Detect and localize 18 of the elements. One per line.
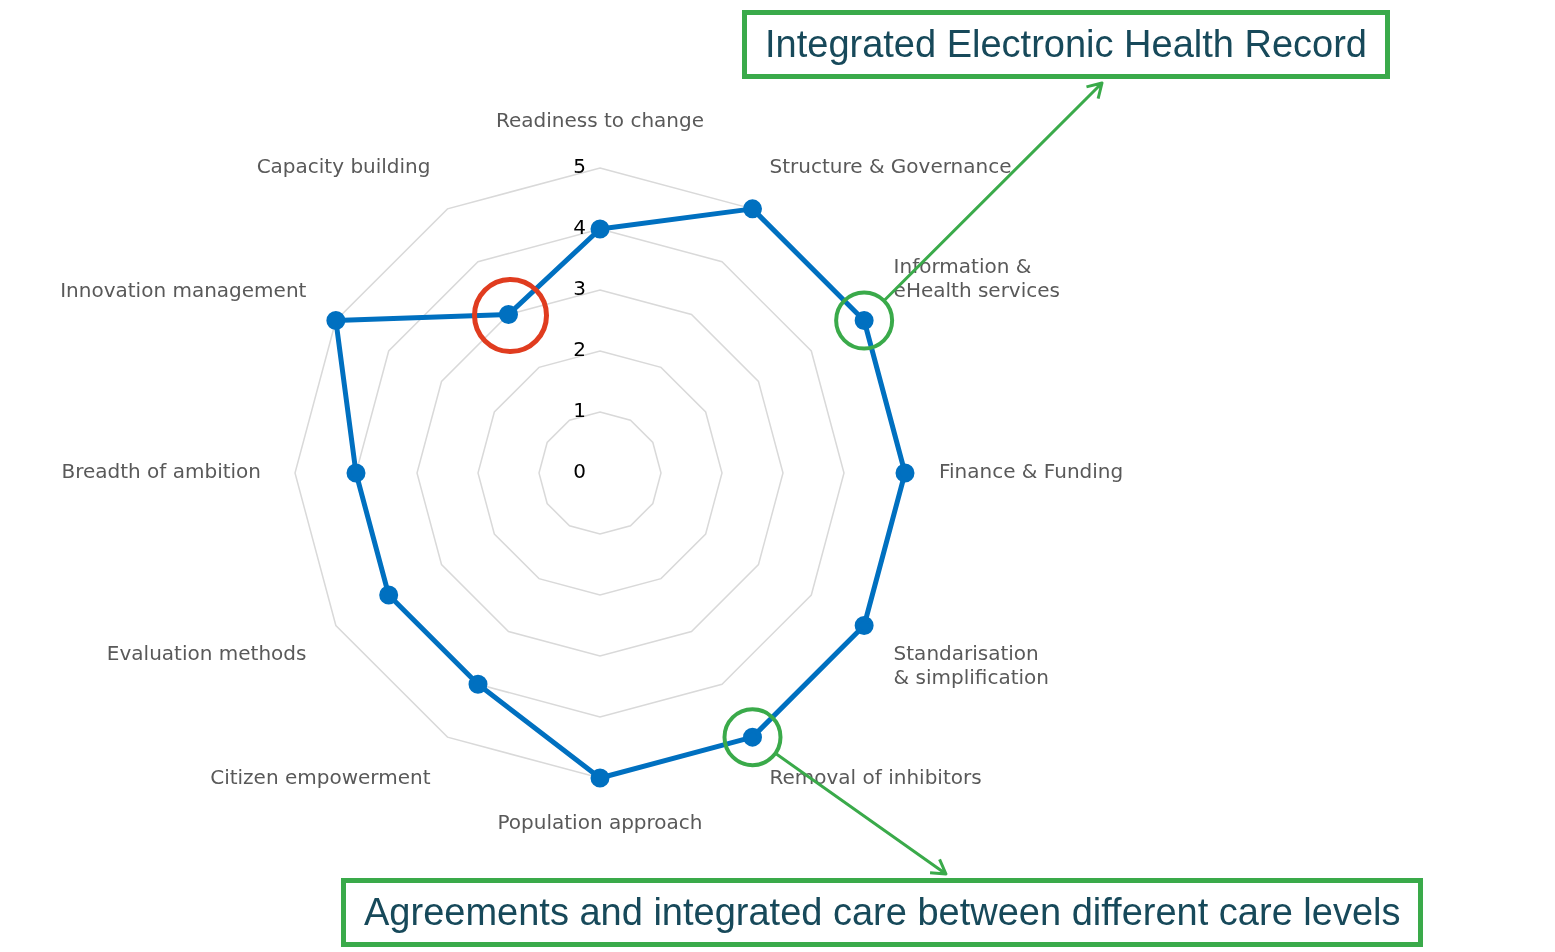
spoke-label: Structure & Governance bbox=[769, 153, 1012, 178]
y-tick-label: 0 bbox=[573, 459, 586, 484]
y-tick-label: 1 bbox=[573, 398, 586, 423]
y-tick-label: 5 bbox=[573, 154, 586, 179]
spoke-label: Standarisation & simplification bbox=[893, 640, 1049, 689]
text: Integrated Electronic Health Record bbox=[765, 23, 1367, 65]
spoke-label: Innovation management bbox=[60, 277, 307, 302]
spoke-label: Capacity building bbox=[256, 153, 431, 178]
spoke-label: Evaluation methods bbox=[106, 640, 307, 665]
spoke-label: Readiness to change bbox=[495, 108, 705, 133]
spoke-label: Citizen empowerment bbox=[210, 764, 431, 789]
text: Agreements and integrated care between different care levels bbox=[364, 891, 1401, 933]
spoke-label: Breadth of ambition bbox=[61, 459, 261, 484]
spoke-label: Finance & Funding bbox=[939, 459, 1124, 484]
spoke-label: Population approach bbox=[497, 810, 703, 835]
y-tick-label: 3 bbox=[573, 276, 586, 301]
y-tick-label: 4 bbox=[573, 215, 586, 240]
y-tick-label: 2 bbox=[573, 337, 586, 362]
